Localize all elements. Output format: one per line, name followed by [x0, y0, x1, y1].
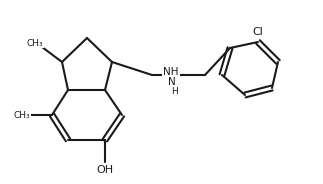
Text: Cl: Cl — [253, 27, 264, 37]
Text: N: N — [168, 77, 176, 87]
Text: NH: NH — [163, 67, 179, 77]
Text: H: H — [172, 88, 178, 96]
Text: CH₃: CH₃ — [27, 38, 43, 47]
Text: OH: OH — [97, 165, 114, 175]
Text: CH₃: CH₃ — [14, 111, 30, 119]
